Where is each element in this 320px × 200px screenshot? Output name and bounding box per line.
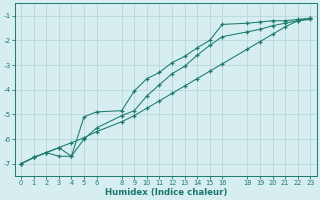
X-axis label: Humidex (Indice chaleur): Humidex (Indice chaleur)	[105, 188, 227, 197]
